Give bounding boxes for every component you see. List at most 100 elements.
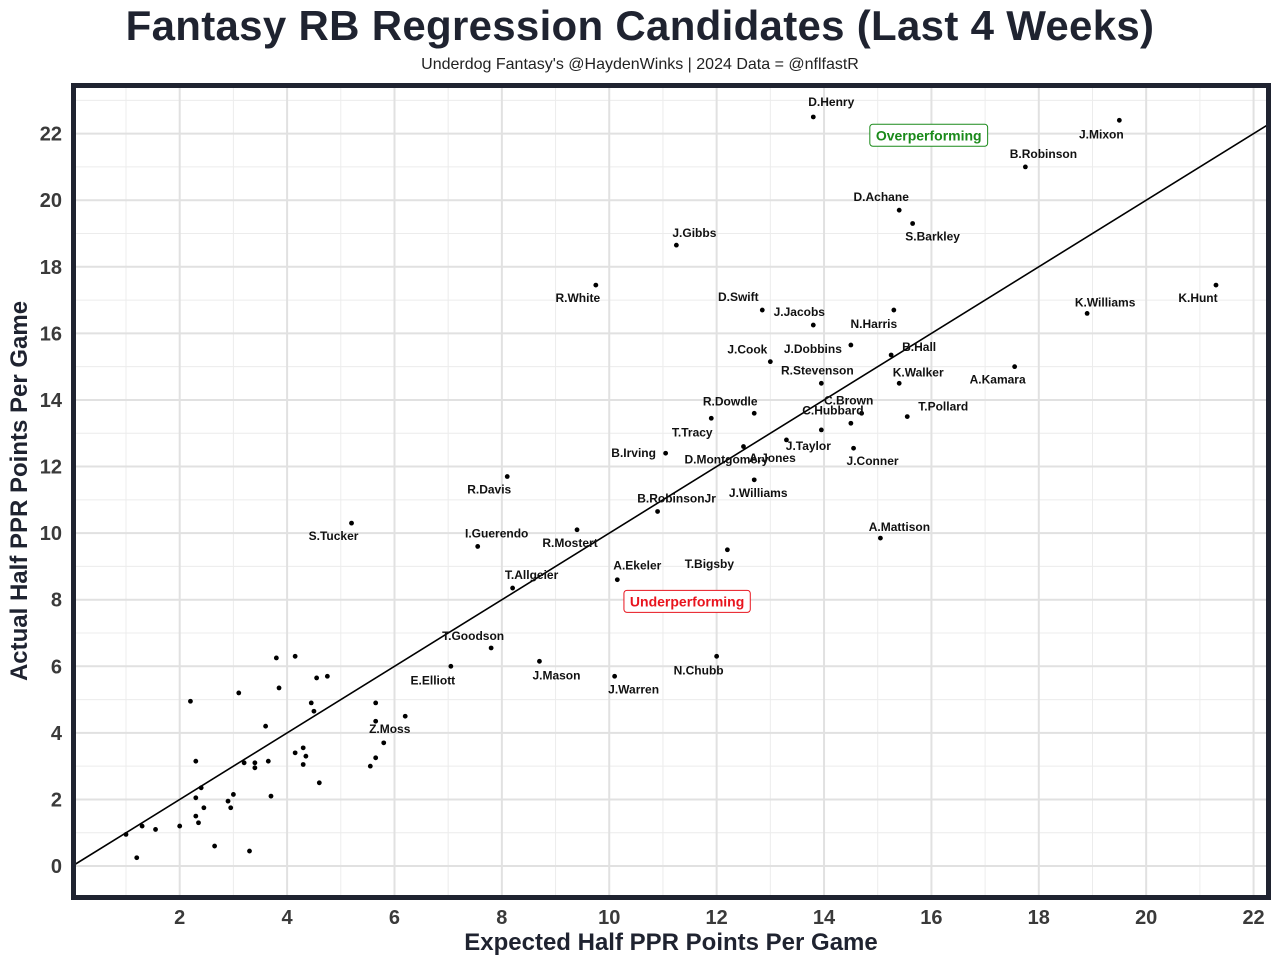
data-point bbox=[303, 753, 309, 759]
data-point bbox=[193, 813, 199, 819]
data-point bbox=[810, 322, 816, 328]
grid-major bbox=[75, 87, 1267, 896]
y-tick-label: 22 bbox=[40, 124, 62, 146]
data-point bbox=[724, 547, 730, 553]
point-label: C.Hubbard bbox=[802, 403, 863, 417]
data-point bbox=[896, 380, 902, 386]
y-tick-label: 2 bbox=[51, 789, 62, 811]
data-point bbox=[767, 359, 773, 365]
point-label: S.Barkley bbox=[905, 229, 960, 243]
data-point bbox=[228, 805, 234, 811]
data-point bbox=[848, 420, 854, 426]
data-point bbox=[373, 755, 379, 761]
data-point bbox=[402, 713, 408, 719]
data-point bbox=[888, 352, 894, 358]
point-label: S.Tucker bbox=[309, 529, 359, 543]
x-tick-label: 8 bbox=[496, 907, 507, 929]
data-point bbox=[751, 477, 757, 483]
y-tick-label: 8 bbox=[51, 590, 62, 612]
data-point bbox=[1022, 164, 1028, 170]
data-point bbox=[236, 690, 242, 696]
point-label: N.Harris bbox=[850, 317, 897, 331]
data-point bbox=[123, 832, 129, 837]
point-label: K.Walker bbox=[893, 365, 944, 379]
point-label: N.Chubb bbox=[674, 663, 724, 677]
data-point bbox=[188, 698, 193, 704]
point-label: B.Irving bbox=[611, 446, 656, 460]
data-point bbox=[878, 535, 883, 541]
data-point bbox=[201, 805, 207, 811]
data-point bbox=[252, 765, 258, 771]
y-tick-label: 20 bbox=[40, 190, 62, 212]
x-tick-label: 6 bbox=[389, 907, 400, 929]
point-label: R.Davis bbox=[467, 483, 511, 497]
point-label: A.Kamara bbox=[970, 373, 1026, 387]
annotation-label: Underperforming bbox=[630, 593, 744, 609]
data-point bbox=[818, 380, 824, 386]
data-point bbox=[673, 242, 679, 248]
y-tick-label: 6 bbox=[51, 656, 62, 678]
chart-title: Fantasy RB Regression Candidates (Last 4… bbox=[125, 2, 1155, 49]
data-point bbox=[910, 221, 916, 226]
data-point bbox=[655, 509, 660, 514]
point-label: J.Mixon bbox=[1079, 127, 1124, 141]
point-label: J.Taylor bbox=[786, 439, 831, 453]
data-point bbox=[311, 708, 317, 714]
data-point bbox=[759, 307, 765, 313]
data-point bbox=[308, 700, 314, 706]
data-point bbox=[1084, 310, 1090, 316]
y-tick-label: 0 bbox=[51, 856, 62, 878]
point-label: J.Mason bbox=[532, 668, 580, 682]
point-label: T.Bigsby bbox=[685, 557, 735, 571]
plot-frame bbox=[71, 83, 1271, 900]
data-point bbox=[1116, 117, 1122, 123]
y-tick-label: 10 bbox=[40, 523, 62, 545]
data-point bbox=[292, 750, 298, 756]
data-point bbox=[714, 653, 720, 659]
x-axis-title: Expected Half PPR Points Per Game bbox=[464, 929, 877, 956]
data-point bbox=[314, 675, 320, 681]
data-point bbox=[373, 718, 379, 724]
point-label: D.Henry bbox=[808, 95, 854, 109]
data-point bbox=[193, 795, 199, 801]
data-point bbox=[848, 342, 854, 348]
chart-subtitle: Underdog Fantasy's @HaydenWinks | 2024 D… bbox=[421, 56, 859, 73]
y-tick-label: 12 bbox=[40, 457, 62, 479]
point-label: J.Cook bbox=[727, 343, 767, 357]
point-label: T.Goodson bbox=[442, 629, 504, 643]
annotation: Underperforming bbox=[623, 589, 751, 613]
data-point bbox=[139, 823, 145, 829]
data-point bbox=[612, 673, 618, 679]
data-point bbox=[504, 474, 510, 479]
point-label: B.Robinson bbox=[1010, 147, 1077, 161]
x-tick-label: 22 bbox=[1242, 907, 1264, 929]
data-point bbox=[373, 700, 379, 706]
data-point bbox=[300, 762, 306, 767]
data-point bbox=[1012, 364, 1018, 370]
data-point bbox=[891, 307, 897, 313]
y-tick-label: 14 bbox=[40, 390, 63, 412]
annotation-box bbox=[869, 123, 989, 147]
data-point bbox=[818, 427, 824, 433]
data-point bbox=[247, 848, 252, 854]
point-label: R.Stevenson bbox=[781, 363, 854, 377]
data-point bbox=[896, 207, 902, 213]
point-label: J.Conner bbox=[847, 454, 899, 468]
data-point bbox=[241, 760, 247, 766]
plot-background bbox=[75, 87, 1267, 896]
data-point bbox=[1213, 282, 1219, 288]
data-point bbox=[268, 793, 274, 799]
x-tick-label: 2 bbox=[174, 907, 185, 929]
data-point bbox=[851, 445, 856, 451]
point-label: T.Pollard bbox=[918, 400, 968, 414]
x-tick-labels: 2 4 6 8 10 12 14 16 18 20 22 bbox=[174, 907, 1265, 929]
data-point bbox=[593, 282, 599, 288]
data-point bbox=[475, 544, 481, 549]
point-label: J.Dobbins bbox=[784, 342, 842, 356]
point-label: B.Hall bbox=[902, 340, 936, 354]
annotations-layer: Overperforming Underperforming bbox=[623, 123, 989, 613]
annotation: Overperforming bbox=[869, 123, 989, 147]
data-point bbox=[708, 415, 714, 421]
